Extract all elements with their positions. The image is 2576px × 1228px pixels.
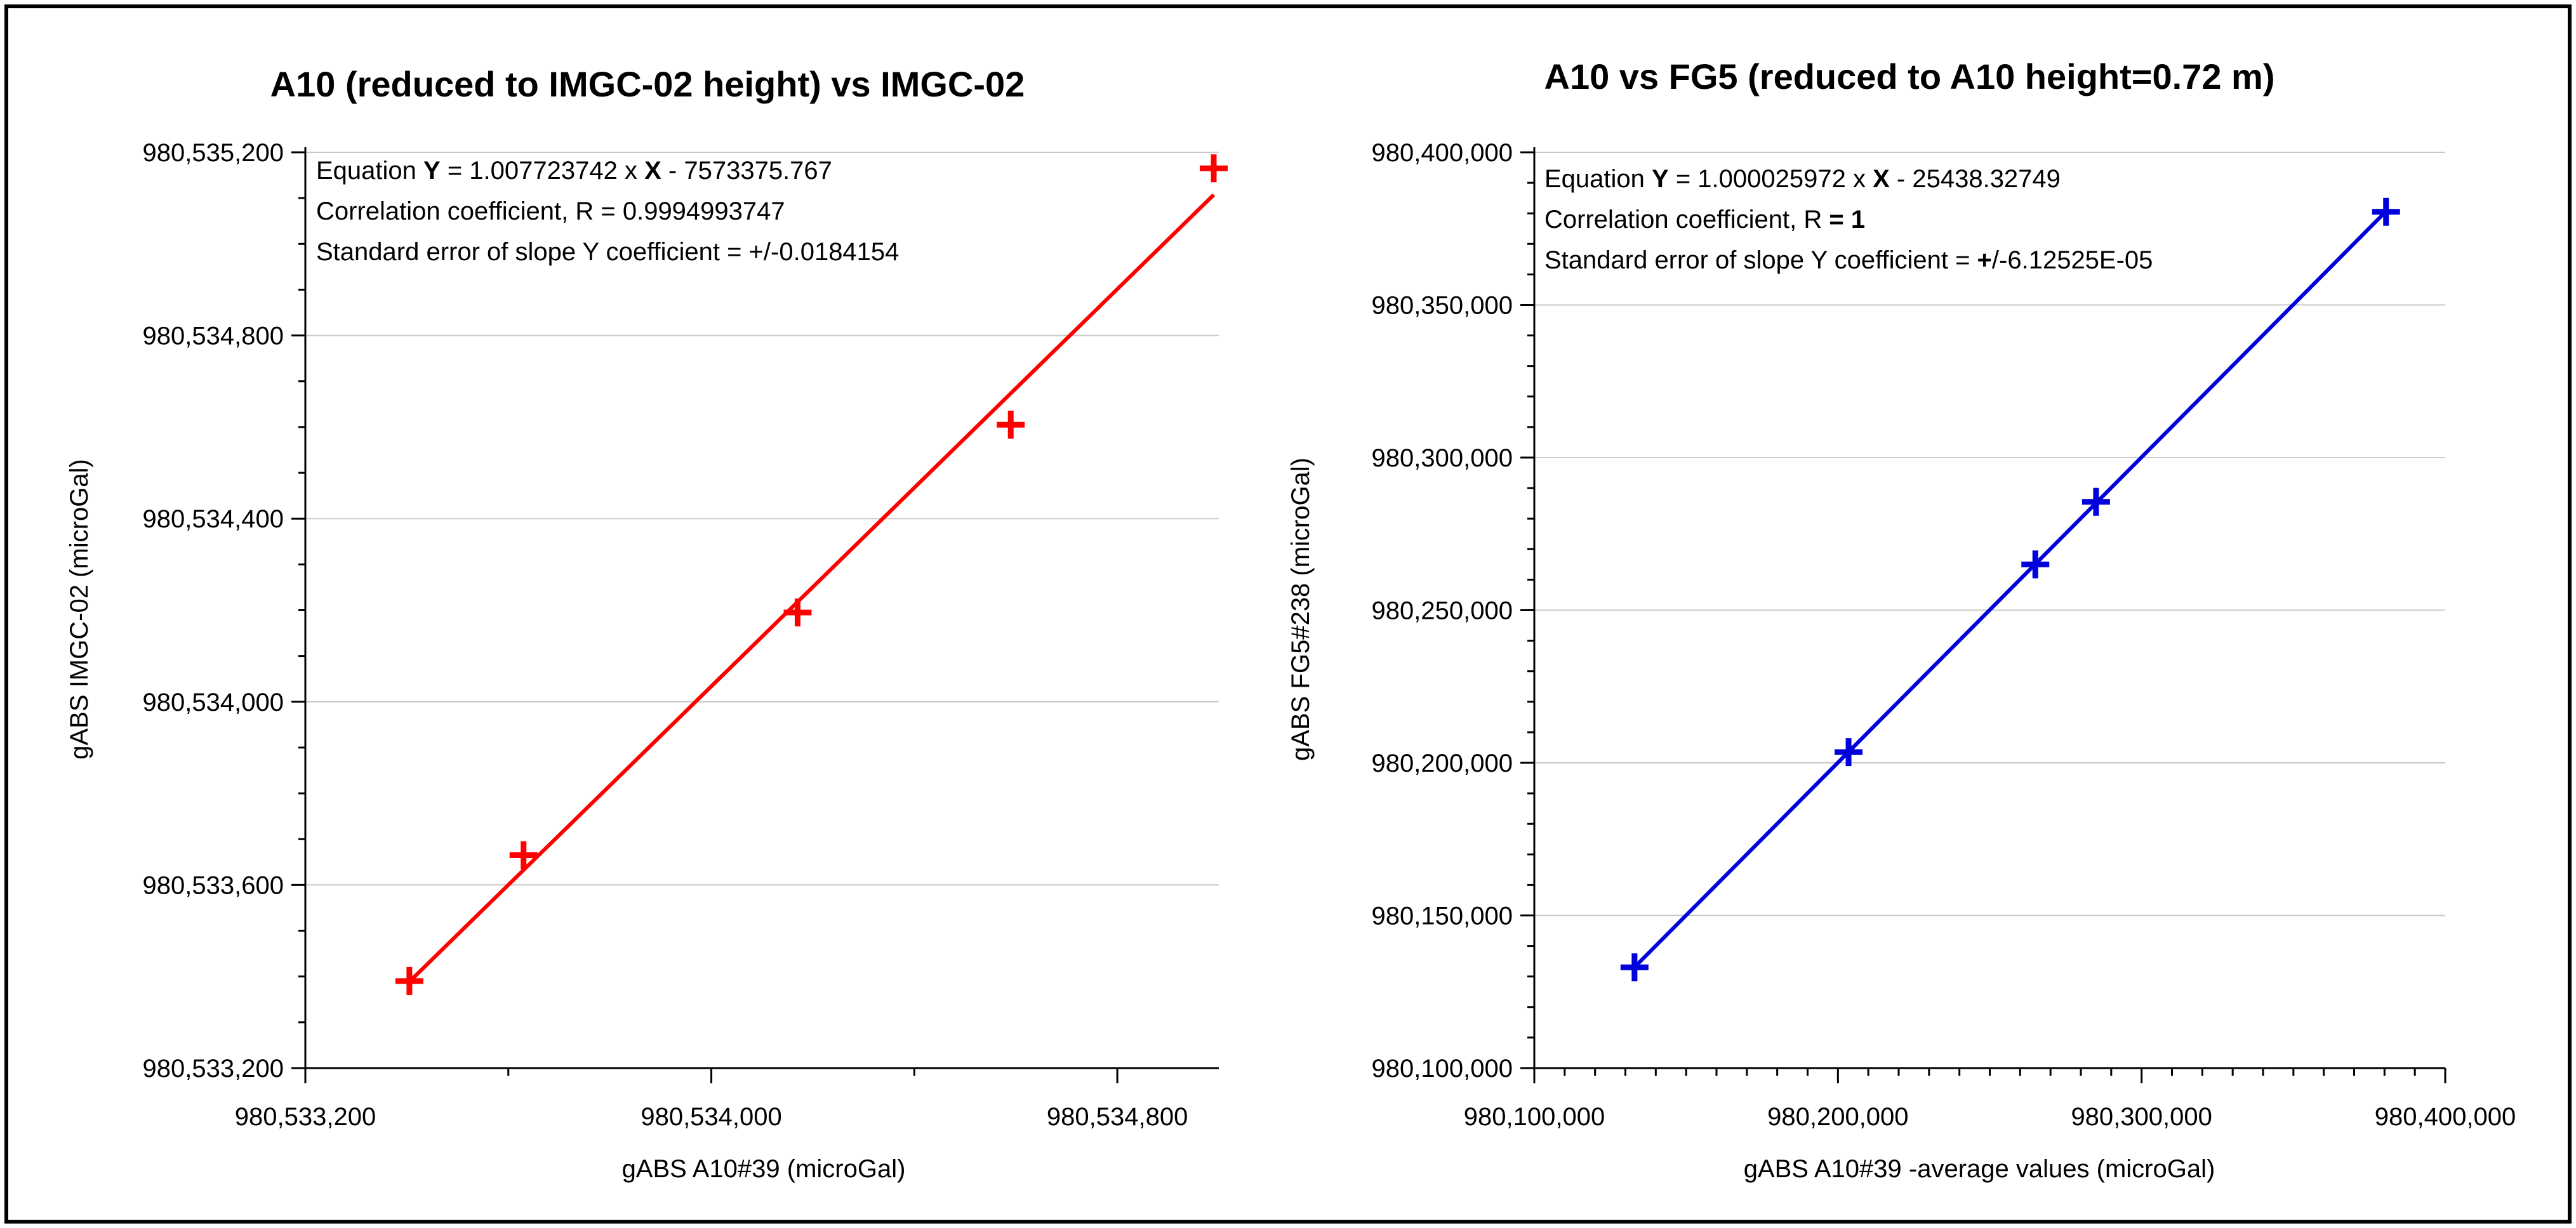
chart-right-equation-suffix: - 25438.32749 — [1890, 165, 2061, 193]
chart-right-axes — [1520, 147, 2447, 1083]
chart-right-x-tick-label: 980,300,000 — [2071, 1103, 2212, 1131]
chart-right-x-tick-label: 980,100,000 — [1464, 1103, 1605, 1131]
figure-frame — [4, 4, 2572, 1224]
chart-right-equation-x: X — [1873, 165, 1890, 193]
chart-right-equation-mid: = 1.000025972 x — [1669, 165, 1873, 193]
chart-right-y-axis-label: gABS FG5#238 (microGal) — [1287, 458, 1315, 761]
chart-right-data-point — [2081, 487, 2110, 516]
chart-right-y-tick-label: 980,350,000 — [1372, 292, 1513, 320]
chart-left-y-tick-label: 980,534,000 — [143, 689, 284, 716]
chart-left-trendline — [408, 193, 1216, 984]
chart-left-annotation: Equation Y = 1.007723742 x X - 7573375.7… — [316, 157, 899, 266]
chart-right: A10 vs FG5 (reduced to A10 height=0.72 m… — [1287, 56, 2516, 1183]
chart-right-correlation: Correlation coefficient, R = 1 — [1544, 206, 1865, 234]
chart-left-correlation: Correlation coefficient, R = 0.999499374… — [316, 197, 785, 225]
chart-left-x-tick-labels: 980,533,200 980,534,000 980,534,800 — [235, 1103, 1188, 1131]
chart-left-standard-error: Standard error of slope Y coefficient = … — [316, 238, 899, 266]
chart-left-x-tick-label: 980,534,000 — [641, 1103, 781, 1131]
chart-right-standard-error-plus: + — [1977, 246, 1992, 274]
chart-right-annotation: Equation Y = 1.000025972 x X - 25438.327… — [1544, 165, 2153, 274]
chart-right-data-point — [2021, 550, 2050, 579]
chart-left-gridlines — [305, 152, 1219, 886]
chart-left-x-tick-label: 980,533,200 — [235, 1103, 376, 1131]
chart-right-equation-y: Y — [1652, 165, 1669, 193]
chart-right-equation-prefix: Equation — [1544, 165, 1652, 193]
chart-left-equation-y: Y — [423, 157, 441, 185]
chart-left: A10 (reduced to IMGC-02 height) vs IMGC-… — [65, 64, 1228, 1183]
chart-right-y-tick-labels: 980,100,000 980,150,000 980,200,000 980,250… — [1372, 139, 1513, 1083]
chart-left-y-tick-label: 980,534,400 — [143, 505, 284, 533]
chart-left-equation-x: X — [644, 157, 661, 185]
chart-right-data-point — [1835, 738, 1863, 767]
chart-right-equation: Equation Y = 1.000025972 x X - 25438.327… — [1544, 165, 2061, 193]
chart-right-x-axis-label: gABS A10#39 -average values (microGal) — [1744, 1155, 2215, 1183]
chart-left-data-point — [783, 598, 812, 627]
chart-right-trendline — [1633, 209, 2387, 969]
chart-left-y-tick-label: 980,534,800 — [143, 322, 284, 350]
chart-left-data-point — [509, 841, 538, 869]
chart-right-x-tick-label: 980,200,000 — [1767, 1103, 1908, 1131]
chart-left-data-point — [997, 411, 1025, 439]
chart-right-correlation-prefix: Correlation coefficient, R — [1544, 206, 1829, 234]
chart-right-y-tick-label: 980,300,000 — [1372, 444, 1513, 472]
chart-right-data-point — [2372, 197, 2400, 226]
chart-right-y-tick-label: 980,250,000 — [1372, 597, 1513, 625]
chart-right-y-tick-label: 980,200,000 — [1372, 749, 1513, 777]
chart-right-y-tick-label: 980,100,000 — [1372, 1055, 1513, 1083]
chart-left-x-axis-label: gABS A10#39 (microGal) — [622, 1155, 906, 1183]
chart-left-axes — [291, 147, 1219, 1083]
chart-right-series — [1620, 197, 2400, 982]
chart-left-y-tick-label: 980,535,200 — [143, 139, 284, 167]
chart-right-standard-error: Standard error of slope Y coefficient = … — [1544, 246, 2153, 274]
chart-left-y-tick-label: 980,533,200 — [143, 1055, 284, 1083]
chart-left-equation-suffix: - 7573375.767 — [661, 157, 832, 185]
chart-left-y-axis-label: gABS IMGC-02 (microGal) — [65, 459, 93, 759]
chart-right-y-tick-label: 980,150,000 — [1372, 902, 1513, 930]
chart-right-y-tick-label: 980,400,000 — [1372, 139, 1513, 167]
chart-left-data-point — [395, 967, 423, 995]
chart-left-x-tick-label: 980,534,800 — [1047, 1103, 1188, 1131]
chart-left-title: A10 (reduced to IMGC-02 height) vs IMGC-… — [270, 64, 1025, 104]
chart-right-x-tick-labels: 980,100,000 980,200,000 980,300,000 980,400… — [1464, 1103, 2516, 1131]
chart-left-series — [395, 154, 1228, 995]
chart-left-y-tick-labels: 980,533,200 980,533,600 980,534,000 980,534… — [143, 139, 284, 1083]
chart-right-standard-error-prefix: Standard error of slope Y coefficient = — [1544, 246, 1977, 274]
chart-left-y-tick-label: 980,533,600 — [143, 871, 284, 899]
chart-left-data-point — [1200, 154, 1228, 183]
chart-left-equation-prefix: Equation — [316, 157, 423, 185]
chart-right-x-tick-label: 980,400,000 — [2375, 1103, 2516, 1131]
chart-left-equation-mid: = 1.007723742 x — [441, 157, 644, 185]
chart-right-title: A10 vs FG5 (reduced to A10 height=0.72 m… — [1544, 56, 2275, 96]
chart-left-equation: Equation Y = 1.007723742 x X - 7573375.7… — [316, 157, 832, 185]
chart-right-data-point — [1620, 953, 1649, 982]
chart-right-standard-error-suffix: /-6.12525E-05 — [1992, 246, 2153, 274]
chart-right-correlation-value: = 1 — [1829, 206, 1865, 234]
